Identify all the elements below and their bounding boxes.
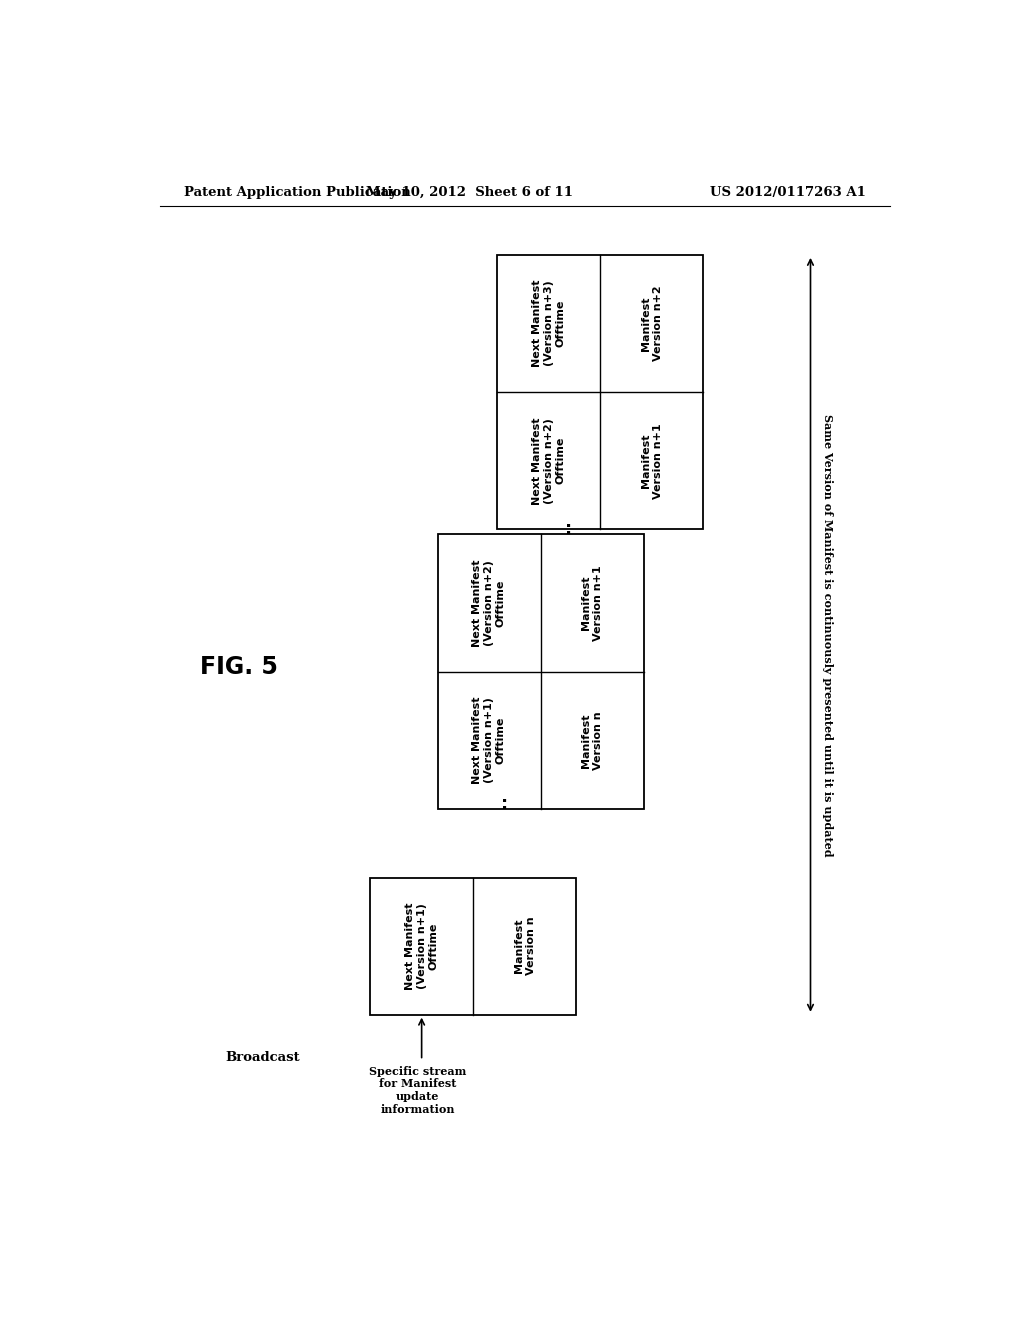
Text: Manifest
Version n+1: Manifest Version n+1 [641,422,663,499]
Text: Next Manifest
(Version n+2)
Offtime: Next Manifest (Version n+2) Offtime [472,560,506,647]
Text: Next Manifest
(Version n+1)
Offtime: Next Manifest (Version n+1) Offtime [406,903,438,990]
Text: :: : [565,520,572,539]
Text: Manifest
Version n: Manifest Version n [514,917,536,975]
Text: FIG. 5: FIG. 5 [200,655,279,678]
Text: US 2012/0117263 A1: US 2012/0117263 A1 [711,186,866,199]
Text: May 10, 2012  Sheet 6 of 11: May 10, 2012 Sheet 6 of 11 [366,186,572,199]
Text: Manifest
Version n+2: Manifest Version n+2 [641,285,663,362]
Text: Next Manifest
(Version n+1)
Offtime: Next Manifest (Version n+1) Offtime [472,697,506,784]
Text: :: : [502,795,509,813]
Text: Broadcast: Broadcast [225,1052,300,1064]
Text: Next Manifest
(Version n+3)
Offtime: Next Manifest (Version n+3) Offtime [532,280,565,367]
Bar [370,878,577,1015]
Text: Specific stream
for Manifest
update
information: Specific stream for Manifest update info… [369,1065,466,1115]
Text: Next Manifest
(Version n+2)
Offtime: Next Manifest (Version n+2) Offtime [532,417,565,504]
Text: Patent Application Publication: Patent Application Publication [183,186,411,199]
Text: Same Version of Manifest is continuously presented until it is updated: Same Version of Manifest is continuously… [822,413,834,857]
Bar [437,535,644,809]
Text: Manifest
Version n: Manifest Version n [582,711,603,770]
Bar [497,255,703,529]
Text: Manifest
Version n+1: Manifest Version n+1 [582,565,603,642]
